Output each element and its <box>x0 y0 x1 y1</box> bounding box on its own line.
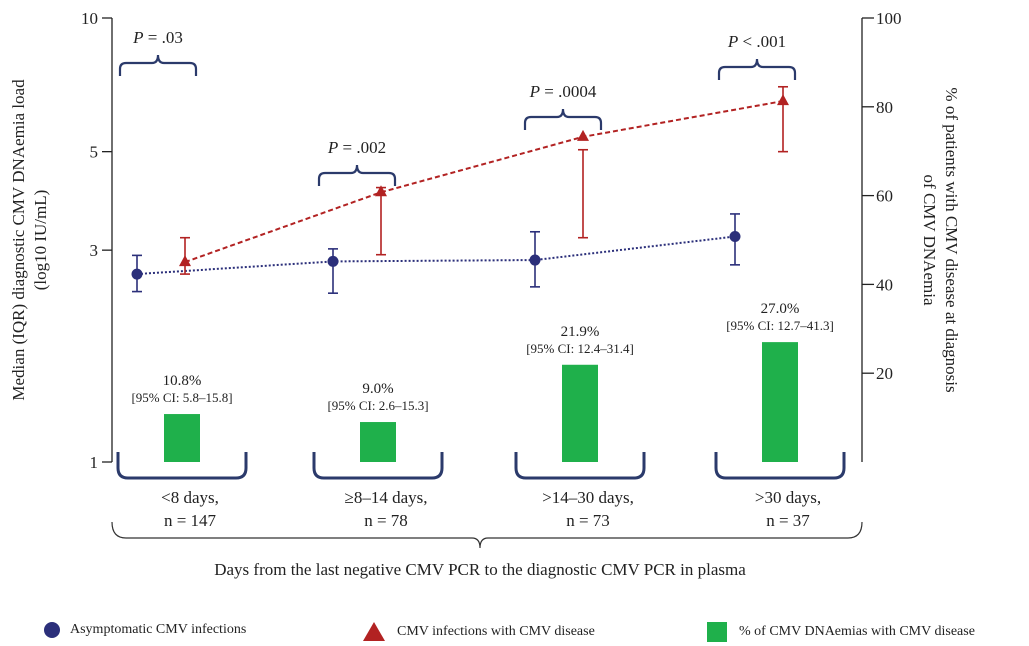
y-right-tick-label: 100 <box>876 9 902 28</box>
legend-label: % of CMV DNAemias with CMV disease <box>739 624 975 640</box>
bar-percent-label: 21.9% <box>561 324 600 340</box>
category-label: >30 days, <box>755 488 821 507</box>
p-value-label: P = .0004 <box>529 82 597 101</box>
bar-percent-label: 27.0% <box>761 301 800 317</box>
bar-swatch-icon <box>707 622 727 642</box>
p-value-bracket <box>719 59 795 80</box>
y-left-axis-title-line: Median (IQR) diagnostic CMV DNAemia load <box>9 79 28 401</box>
y-right-tick-label: 60 <box>876 187 893 206</box>
category-label: >14–30 days, <box>542 488 634 507</box>
cmv-disease-point <box>577 130 589 141</box>
bar-ci-label: [95% CI: 5.8–15.8] <box>131 390 232 405</box>
y-right-axis-title-line: % of patients with CMV disease at diagno… <box>942 87 961 392</box>
p-symbol: P <box>529 82 540 101</box>
category-label: n = 78 <box>364 511 408 530</box>
legend-label: CMV infections with CMV disease <box>397 624 595 640</box>
legend-label: Asymptomatic CMV infections <box>70 622 246 638</box>
bar-ci-label: [95% CI: 12.7–41.3] <box>726 318 834 333</box>
labels: 10.8%[95% CI: 5.8–15.8] 9.0%[95% CI: 2.6–… <box>131 28 833 579</box>
p-value: < .001 <box>738 32 786 51</box>
p-value: = .03 <box>144 28 183 47</box>
p-value: = .0004 <box>540 82 597 101</box>
category-label: n = 147 <box>164 511 217 530</box>
bar-ci-label: [95% CI: 12.4–31.4] <box>526 341 634 356</box>
legend-item-percent-bar: % of CMV DNAemias with CMV disease <box>707 622 975 642</box>
p-value-label: P < .001 <box>727 32 786 51</box>
chart: 1 3 5 10 20 40 60 80 100 Median (IQR) diagnostic … <box>0 0 1029 620</box>
legend-item-cmv-disease: CMV infections with CMV disease <box>363 622 595 641</box>
y-left-tick-label: 10 <box>81 9 98 28</box>
y-right-axis-title-line: of CMV DNAemia <box>920 175 939 306</box>
p-value: = .002 <box>338 138 386 157</box>
y-right-tick-label: 20 <box>876 364 893 383</box>
category-label: n = 73 <box>566 511 610 530</box>
category-label: n = 37 <box>766 511 810 530</box>
p-symbol: P <box>727 32 738 51</box>
p-value-label: P = .03 <box>132 28 183 47</box>
asymptomatic-point <box>730 231 741 242</box>
bar-percent-label: 10.8% <box>163 373 202 389</box>
y-left-tick-label: 1 <box>90 453 99 472</box>
y-right-tick-label: 80 <box>876 98 893 117</box>
p-symbol: P <box>132 28 143 47</box>
asymptomatic-series-line <box>137 237 735 275</box>
y-left-tick-label: 5 <box>90 143 99 162</box>
bar <box>762 342 798 462</box>
category-label: ≥8–14 days, <box>345 488 428 507</box>
axes: 1 3 5 10 20 40 60 80 100 Median (IQR) diagnostic … <box>9 9 961 548</box>
bar-ci-label: [95% CI: 2.6–15.3] <box>327 398 428 413</box>
legend-item-asymptomatic: Asymptomatic CMV infections <box>44 622 246 638</box>
bars <box>164 342 798 462</box>
category-label: <8 days, <box>161 488 219 507</box>
x-axis-title: Days from the last negative CMV PCR to t… <box>214 560 746 579</box>
bar <box>164 414 200 462</box>
p-value-label: P = .002 <box>327 138 386 157</box>
x-axis-group-bracket <box>112 522 862 548</box>
legend: Asymptomatic CMV infections CMV infectio… <box>0 622 1029 646</box>
bar-percent-label: 9.0% <box>362 381 393 397</box>
series <box>132 87 790 293</box>
p-value-bracket <box>120 55 196 76</box>
p-value-bracket <box>319 165 395 186</box>
asymptomatic-point <box>328 256 339 267</box>
cmv-disease-point <box>777 94 789 105</box>
triangle-marker-icon <box>363 622 385 641</box>
y-left-axis-title: Median (IQR) diagnostic CMV DNAemia load… <box>9 79 50 401</box>
bar <box>562 365 598 462</box>
y-right-axis-title: % of patients with CMV disease at diagno… <box>920 87 961 392</box>
bar <box>360 422 396 462</box>
y-right-tick-label: 40 <box>876 275 893 294</box>
p-value-bracket <box>525 109 601 130</box>
y-left-tick-label: 3 <box>90 241 99 260</box>
p-symbol: P <box>327 138 338 157</box>
asymptomatic-point <box>530 255 541 266</box>
cmv-disease-series-line <box>185 101 783 262</box>
asymptomatic-point <box>132 269 143 280</box>
y-left-axis-title-line: (log10 IU/mL) <box>31 190 50 291</box>
circle-marker-icon <box>44 622 60 638</box>
